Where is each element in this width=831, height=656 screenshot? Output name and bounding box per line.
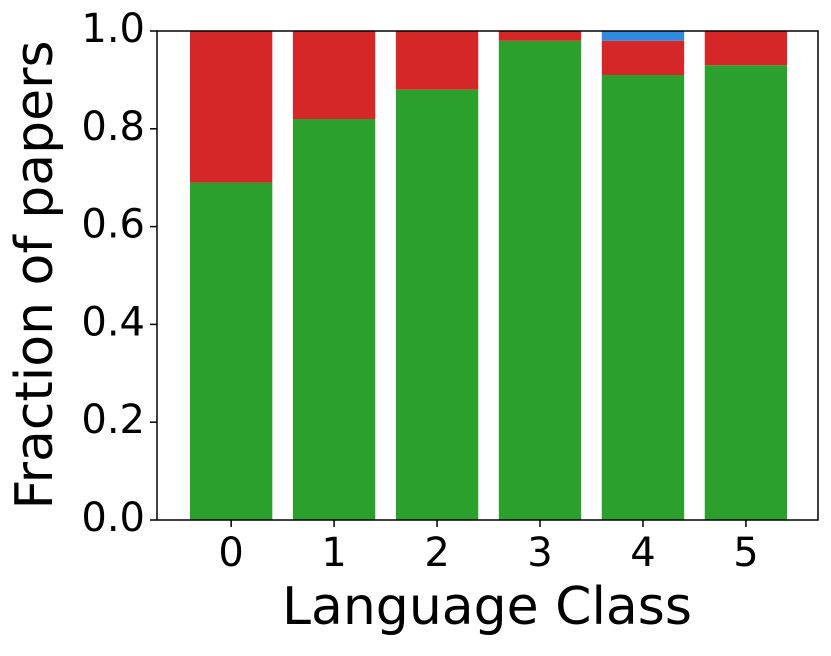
bar-segment: [601, 40, 685, 76]
x-axis-label: Language Class: [282, 577, 692, 637]
x-tick-label: 0: [218, 530, 243, 576]
bar-segment: [292, 119, 376, 521]
bar-segment: [704, 65, 788, 520]
y-tick-label: 0.0: [81, 495, 145, 541]
bar-segment: [498, 31, 582, 41]
y-tick-label: 0.6: [81, 202, 145, 248]
x-tick-label: 3: [527, 530, 552, 576]
bar-segment: [601, 75, 685, 520]
x-tick-label: 5: [733, 530, 758, 576]
x-tick-label: 4: [630, 530, 655, 576]
x-tick-label: 1: [321, 530, 346, 576]
bar-segment: [395, 31, 479, 90]
y-tick-label: 0.8: [81, 104, 145, 150]
bar-segment: [395, 89, 479, 521]
bar-segment: [189, 182, 273, 520]
y-tick-label: 0.2: [81, 397, 145, 443]
bar-segment: [498, 40, 582, 520]
y-axis-label: Fraction of papers: [5, 40, 65, 509]
bar-segment: [601, 31, 685, 41]
bar-segment: [189, 31, 273, 183]
bar-segment: [704, 31, 788, 66]
y-tick-label: 0.4: [81, 299, 145, 345]
bar-segment: [292, 31, 376, 120]
plot-frame: [156, 30, 819, 521]
y-tick-label: 1.0: [81, 6, 145, 52]
x-tick-label: 2: [424, 530, 449, 576]
